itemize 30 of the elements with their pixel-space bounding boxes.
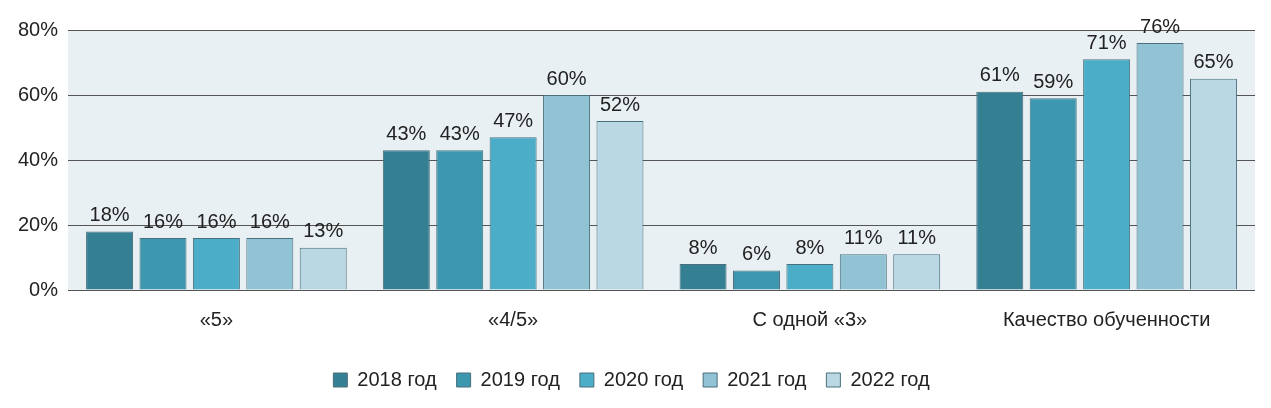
legend-label: 2021 год — [727, 367, 807, 390]
x-tick-label: «4/5» — [488, 307, 539, 330]
data-label: 60% — [546, 66, 587, 89]
data-label: 43% — [386, 121, 427, 144]
data-label: 65% — [1193, 50, 1234, 73]
y-tick-label: 20% — [18, 212, 59, 235]
data-label: 13% — [303, 219, 344, 242]
y-tick-label: 0% — [29, 277, 59, 300]
data-label: 8% — [795, 235, 825, 258]
legend-label: 2018 год — [357, 367, 437, 390]
data-label: 11% — [897, 225, 937, 248]
data-label: 18% — [89, 203, 130, 226]
y-tick-label: 80% — [18, 17, 59, 40]
data-label: 59% — [1033, 69, 1074, 92]
y-tick-label: 60% — [18, 82, 59, 105]
data-label: 8% — [688, 235, 718, 258]
data-label: 61% — [979, 63, 1021, 86]
data-label: 52% — [599, 92, 641, 115]
data-label: 43% — [439, 121, 480, 144]
y-tick-label: 40% — [18, 147, 59, 170]
data-label: 71% — [1086, 30, 1127, 53]
legend-label: 2019 год — [480, 367, 561, 390]
data-label: 11% — [844, 225, 883, 248]
x-tick-label: С одной «3» — [752, 307, 868, 330]
x-tick-label: «5» — [199, 307, 234, 330]
legend-label: 2022 год — [850, 367, 930, 390]
x-tick-label: Качество обученности — [1002, 307, 1211, 330]
data-label: 47% — [493, 108, 534, 131]
data-label: 6% — [742, 242, 772, 265]
legend-label: 2020 год — [603, 367, 684, 390]
